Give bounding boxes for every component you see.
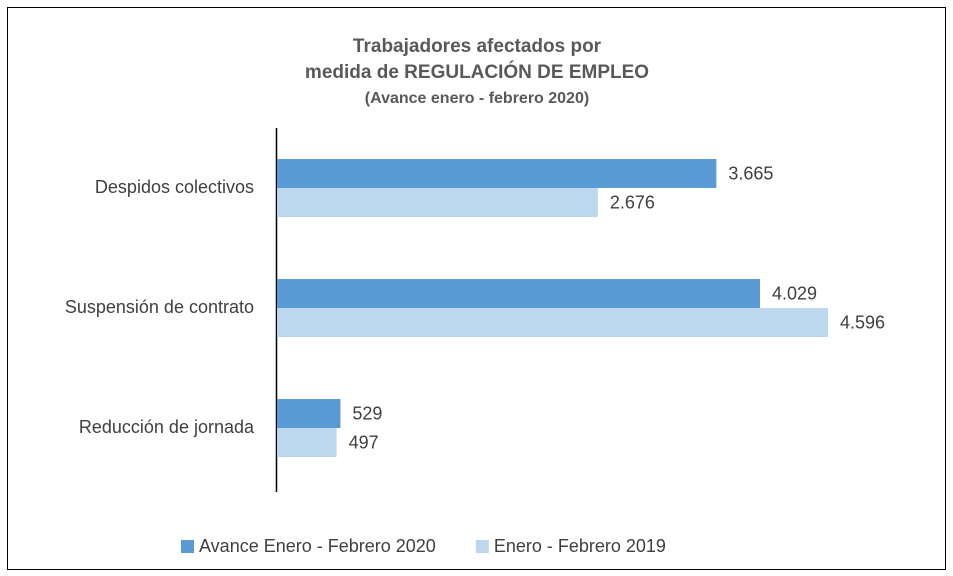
bar [277,399,341,428]
y-tick-label: Reducción de jornada [79,417,255,437]
y-tick-label: Suspensión de contrato [65,297,254,317]
data-label: 4.029 [772,283,817,303]
bar [277,188,598,217]
data-label: 2.676 [610,192,655,212]
bar [277,159,717,188]
legend-swatch [475,540,489,553]
bar [277,308,828,337]
bar [277,428,337,457]
legend-label: Enero - Febrero 2019 [494,536,666,556]
chart-title: Trabajadores afectados por [353,36,602,57]
data-label: 3.665 [728,163,773,183]
legend-label: Avance Enero - Febrero 2020 [199,536,436,556]
data-label: 4.596 [840,312,885,332]
chart-title: medida de REGULACIÓN DE EMPLEO [305,61,649,83]
bar [277,279,761,308]
y-tick-label: Despidos colectivos [95,177,254,197]
legend-swatch [181,540,194,553]
data-label: 529 [352,403,382,423]
chart-subtitle: (Avance enero - febrero 2020) [365,90,589,107]
data-label: 497 [349,432,379,452]
